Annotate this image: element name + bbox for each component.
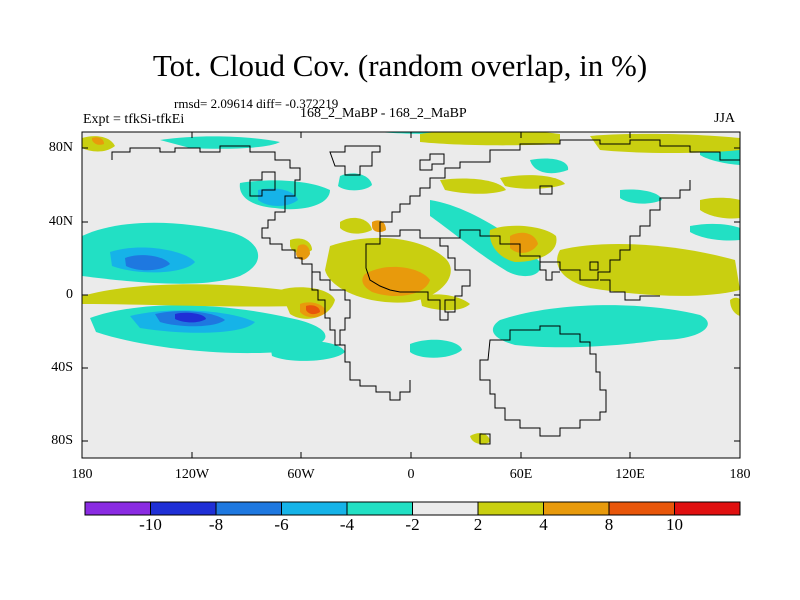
coast-island-3 [589,261,599,271]
coast-se-asia [600,279,660,301]
positive-anomaly-strong [306,305,320,315]
lat-label-0: 0 [66,287,73,302]
colorbar-box-4 [346,501,413,516]
colorbar-label-4: -2 [405,515,420,534]
coast-antarctica [350,379,411,401]
coast-island-1 [419,153,445,171]
coast-island-4 [444,299,456,313]
colorbar-label-3: -4 [339,515,355,534]
coast-south-america-west [311,272,340,346]
stats-text: rmsd= 2.09614 diff= -0.372219 [174,96,339,111]
lat-label-40s: 40S [51,360,73,375]
coast-africa [365,229,471,321]
plot-title: Tot. Cloud Cov. (random overlap, in %) [152,48,648,83]
positive-anomaly-medium [92,137,538,318]
negative-anomaly-deep [175,312,206,323]
colorbar-label-5: 2 [473,515,483,534]
colorbar-box-5 [412,501,479,516]
colorbar-box-1 [150,501,217,516]
anomaly-fields [82,132,740,444]
experiment-label: Expt = tfkSi-tfkEi [83,112,185,127]
axis-ticks [82,132,740,458]
lon-label-60e: 60E [509,467,533,482]
lon-label-120e: 120E [615,467,645,482]
coast-island-2 [479,433,491,445]
colorbar-box-2 [215,501,282,516]
lon-label-120w: 120W [174,467,210,482]
colorbar-box-6 [477,501,544,516]
coast-south-america [312,271,352,381]
lon-label-180e: 180 [729,467,751,482]
lat-label-40n: 40N [48,214,73,229]
season-label: JJA [714,111,736,126]
colorbar-box-0 [84,501,151,516]
colorbar-label-2: -6 [274,515,289,534]
lon-label-60w: 60W [287,467,315,482]
colorbar [84,501,741,516]
colorbar-box-7 [543,501,610,516]
lat-label-80s: 80S [51,433,73,448]
colorbar-label-0: -10 [139,515,162,534]
colorbar-box-9 [674,501,741,516]
negative-anomaly-strong [125,255,225,327]
colorbar-label-8: 10 [666,515,683,534]
colorbar-label-1: -8 [208,515,224,534]
coast-greenland [329,145,381,176]
coastlines [111,139,740,445]
coast-australia [479,325,607,437]
coast-north-america [111,145,313,272]
coast-island-5 [539,185,553,195]
comparison-label: 168_2_MaBP - 168_2_MaBP [300,106,467,121]
coast-eurasia [379,139,740,236]
colorbar-box-3 [281,501,348,516]
coast-hudson-bay [249,171,276,197]
coast-india [539,262,560,281]
lon-label-0: 0 [407,467,415,482]
colorbar-label-7: 8 [604,515,614,534]
colorbar-box-8 [608,501,675,516]
lon-label-180w: 180 [71,467,93,482]
colorbar-label-6: 4 [539,515,548,534]
coast-asia-south [440,180,691,281]
lat-label-80n: 80N [48,140,73,155]
